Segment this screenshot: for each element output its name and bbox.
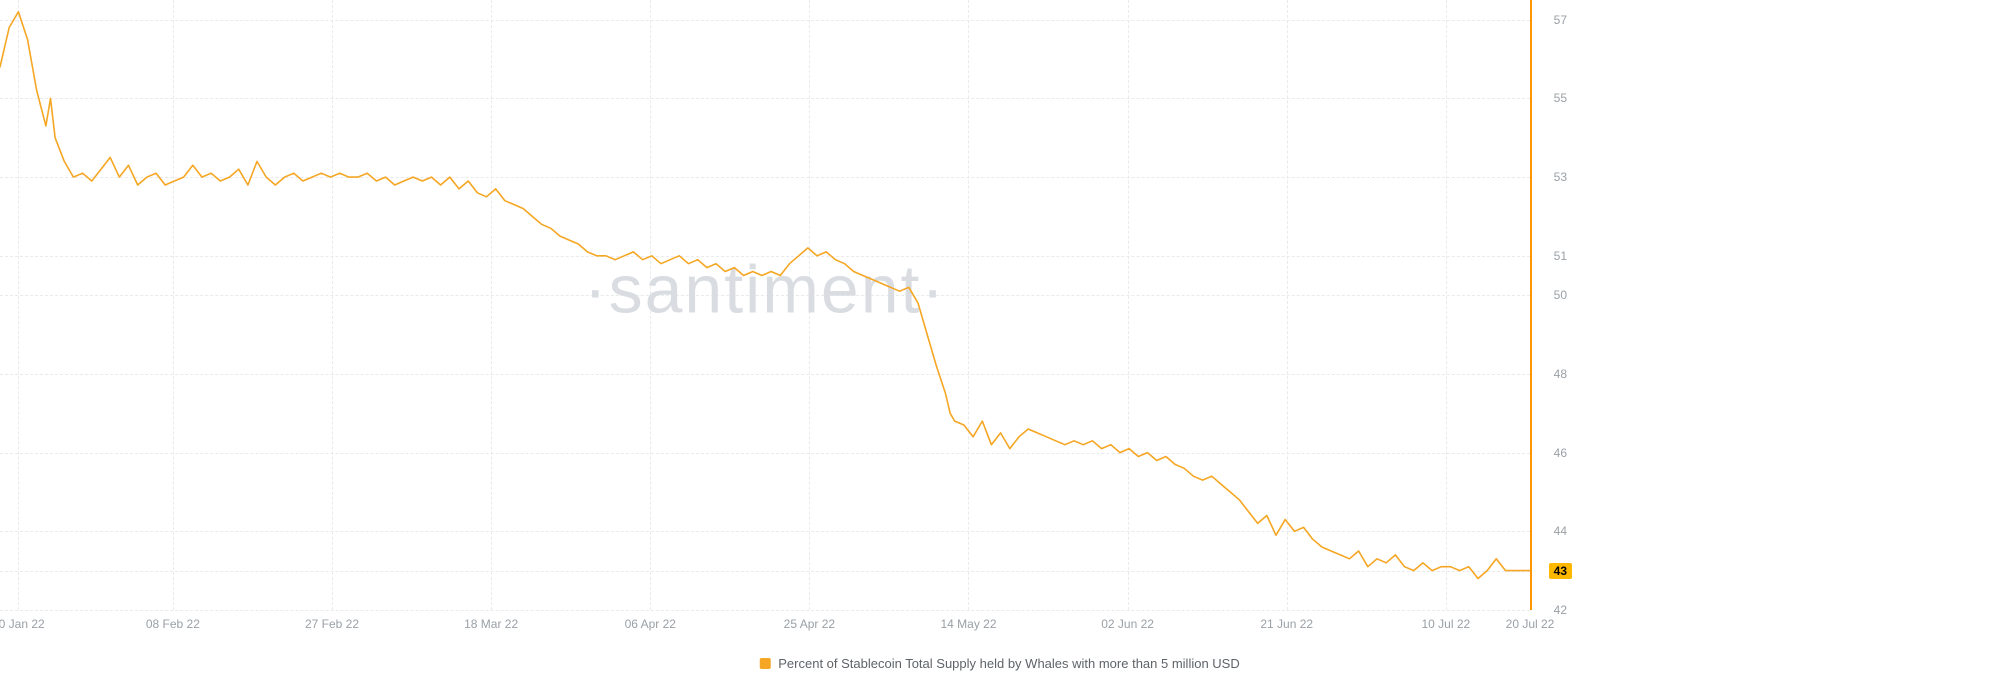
x-tick-label: 20 Jul 22 [1506, 617, 1555, 631]
x-tick-label: 27 Feb 22 [305, 617, 359, 631]
y-tick-label: 44 [1554, 524, 1567, 538]
y-current-value-badge: 43 [1549, 563, 1572, 579]
y-tick-label: 50 [1554, 288, 1567, 302]
x-tick-label: 21 Jun 22 [1260, 617, 1313, 631]
series-line [0, 12, 1530, 579]
x-tick-label: 02 Jun 22 [1101, 617, 1154, 631]
y-tick-label: 42 [1554, 603, 1567, 617]
x-tick-label: 06 Apr 22 [625, 617, 676, 631]
y-tick-label: 48 [1554, 367, 1567, 381]
gridline-h [0, 610, 1530, 611]
x-axis-labels: 20 Jan 22 08 Feb 22 27 Feb 22 18 Mar 22 06 A… [0, 617, 1590, 637]
y-tick-label: 55 [1554, 91, 1567, 105]
x-tick-label: 08 Feb 22 [146, 617, 200, 631]
x-tick-label: 10 Jul 22 [1421, 617, 1470, 631]
chart-legend: Percent of Stablecoin Total Supply held … [759, 656, 1240, 671]
y-tick-label: 57 [1554, 13, 1567, 27]
y-tick-label: 46 [1554, 446, 1567, 460]
legend-swatch-icon [759, 658, 770, 669]
line-chart-svg [0, 0, 1530, 610]
y-axis-labels: 4243444648505153555743 [1530, 0, 1575, 610]
x-tick-label: 25 Apr 22 [784, 617, 835, 631]
x-tick-label: 14 May 22 [940, 617, 996, 631]
y-tick-label: 53 [1554, 170, 1567, 184]
y-tick-label: 51 [1554, 249, 1567, 263]
x-tick-label: 20 Jan 22 [0, 617, 45, 631]
chart-container: ·santiment· 4243444648505153555743 20 Ja… [0, 0, 1999, 677]
legend-label: Percent of Stablecoin Total Supply held … [778, 656, 1240, 671]
plot-region: ·santiment· [0, 0, 1530, 610]
x-tick-label: 18 Mar 22 [464, 617, 518, 631]
